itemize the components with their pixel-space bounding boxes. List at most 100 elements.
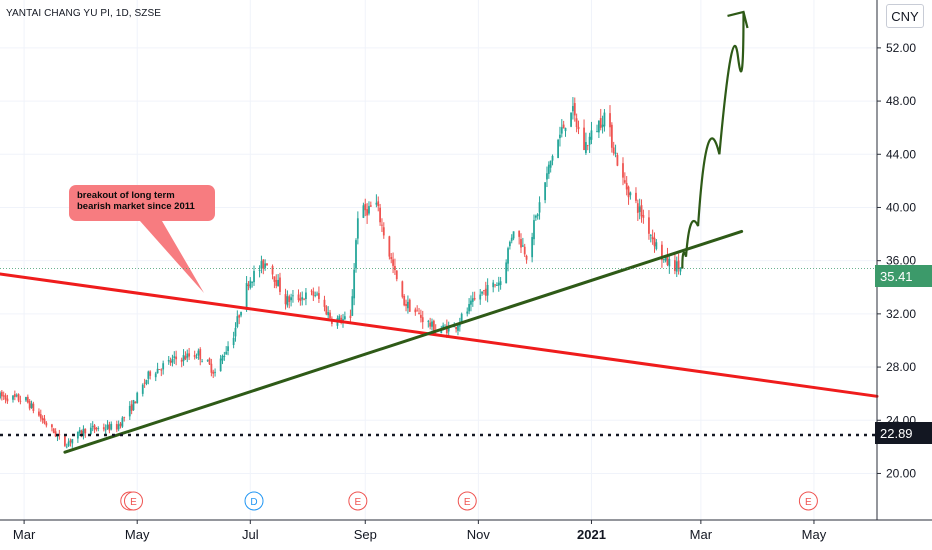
candle-body bbox=[238, 315, 241, 318]
candle-body bbox=[201, 361, 203, 363]
candle-body bbox=[58, 434, 61, 436]
candle-body bbox=[677, 260, 680, 269]
candle-body bbox=[562, 124, 565, 129]
x-tick-label: Mar bbox=[690, 527, 713, 542]
candle-body bbox=[12, 395, 14, 400]
candle-body bbox=[601, 124, 604, 128]
candle-body bbox=[649, 235, 652, 236]
candle-body bbox=[234, 327, 237, 337]
candle-body bbox=[364, 203, 367, 211]
candle-body bbox=[160, 369, 163, 371]
y-tick-label: 36.00 bbox=[886, 254, 916, 268]
candle-body bbox=[52, 428, 55, 433]
candle-body bbox=[329, 312, 331, 319]
candle-body bbox=[585, 142, 587, 153]
candle-body bbox=[206, 360, 209, 362]
x-tick-label: Mar bbox=[13, 527, 36, 542]
y-tick-label: 20.00 bbox=[886, 466, 916, 480]
candle-body bbox=[523, 246, 526, 255]
candle-body bbox=[38, 411, 40, 416]
event-marker-circle bbox=[348, 491, 368, 511]
callout-line-1: breakout of long term bbox=[77, 190, 175, 201]
candle-body bbox=[427, 320, 430, 322]
candle-body bbox=[32, 403, 35, 411]
candle-body bbox=[277, 279, 280, 287]
candle-body bbox=[508, 241, 511, 247]
candle-body bbox=[390, 256, 393, 260]
candle-body bbox=[193, 354, 196, 357]
candle-body bbox=[156, 368, 159, 374]
candle-body bbox=[290, 297, 292, 301]
candle-body bbox=[627, 186, 630, 198]
candle-body bbox=[28, 400, 31, 409]
candle-body bbox=[559, 134, 561, 139]
candle-body bbox=[405, 304, 407, 306]
candle-body bbox=[123, 417, 126, 418]
candle-body bbox=[108, 424, 111, 431]
candle-body bbox=[210, 363, 213, 373]
candle-body bbox=[381, 224, 383, 226]
candle-body bbox=[214, 371, 216, 373]
event-marker-label: E bbox=[805, 497, 812, 508]
candle-body bbox=[69, 440, 72, 443]
candle-body bbox=[588, 136, 591, 145]
candle-body bbox=[570, 112, 572, 127]
candle-body bbox=[497, 282, 500, 286]
candle-body bbox=[638, 206, 641, 212]
candle-body bbox=[560, 127, 563, 134]
candle-body bbox=[640, 205, 643, 217]
last-price-tag: 35.41 bbox=[875, 265, 932, 287]
candle-body bbox=[525, 255, 528, 260]
candle-body bbox=[186, 353, 189, 358]
candle-body bbox=[599, 118, 602, 128]
candle-body bbox=[273, 276, 276, 282]
candle-body bbox=[662, 259, 665, 260]
candle-body bbox=[106, 424, 109, 429]
candle-body bbox=[195, 357, 198, 359]
candle-body bbox=[223, 355, 226, 357]
candle-body bbox=[471, 298, 474, 302]
candle-body bbox=[629, 192, 632, 196]
candle-body bbox=[147, 371, 150, 379]
candle-body bbox=[143, 382, 146, 384]
candle-body bbox=[71, 438, 74, 444]
candle-body bbox=[292, 295, 294, 297]
candle-body bbox=[236, 316, 239, 327]
candle-body bbox=[623, 180, 626, 183]
candle-body bbox=[486, 284, 489, 296]
candle-body bbox=[102, 427, 105, 430]
candlestick-series bbox=[0, 97, 684, 449]
candle-body bbox=[271, 265, 274, 275]
x-tick-label: May bbox=[802, 527, 827, 542]
candle-body bbox=[610, 124, 613, 148]
currency-button[interactable]: CNY bbox=[886, 4, 924, 28]
candle-body bbox=[17, 394, 20, 401]
candle-body bbox=[575, 118, 578, 128]
candle-body bbox=[470, 300, 472, 305]
event-marker-circle bbox=[798, 491, 818, 511]
candle-body bbox=[240, 312, 242, 316]
candle-body bbox=[455, 327, 458, 330]
candle-body bbox=[2, 395, 5, 397]
candle-body bbox=[440, 329, 443, 334]
event-marker-circle bbox=[123, 491, 143, 511]
candle-body bbox=[119, 423, 122, 426]
candle-body bbox=[368, 206, 370, 214]
candle-body bbox=[392, 259, 394, 266]
candle-body bbox=[95, 428, 98, 430]
candle-body bbox=[586, 145, 589, 147]
candle-body bbox=[301, 297, 304, 300]
candle-body bbox=[41, 417, 44, 421]
candle-body bbox=[614, 152, 617, 154]
candle-body bbox=[54, 431, 57, 437]
candle-body bbox=[149, 371, 152, 376]
candle-body bbox=[249, 280, 252, 288]
x-tick-label: Jul bbox=[242, 527, 259, 542]
candle-body bbox=[531, 237, 534, 258]
candle-body bbox=[297, 294, 300, 301]
candle-body bbox=[349, 315, 352, 319]
candle-body bbox=[666, 255, 669, 265]
annotation-callout[interactable]: breakout of long term bearish market sin… bbox=[69, 185, 215, 221]
candle-body bbox=[110, 423, 113, 430]
